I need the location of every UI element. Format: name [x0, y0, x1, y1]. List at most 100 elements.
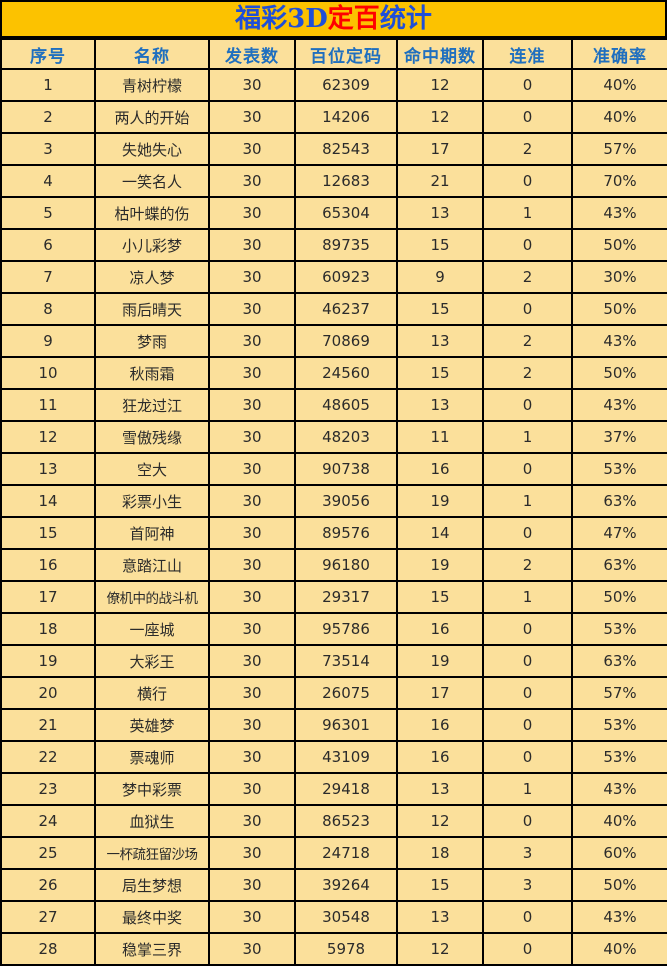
cell-sequence: 27: [0, 900, 96, 934]
cell-sequence: 13: [0, 452, 96, 486]
cell-streak: 0: [482, 676, 573, 710]
table-row[interactable]: 14 彩票小生 30 39056 19 1 63%: [0, 484, 667, 518]
cell-rate: 43%: [571, 772, 667, 806]
table-row[interactable]: 16 意踏江山 30 96180 19 2 63%: [0, 548, 667, 582]
cell-name: 雨后晴天: [94, 292, 210, 326]
table-row[interactable]: 19 大彩王 30 73514 19 0 63%: [0, 644, 667, 678]
cell-posts: 30: [208, 932, 296, 966]
cell-rate: 53%: [571, 708, 667, 742]
cell-streak: 2: [482, 356, 573, 390]
cell-posts: 30: [208, 228, 296, 262]
cell-code: 29317: [294, 580, 398, 614]
column-header-rate[interactable]: 准确率: [571, 38, 667, 70]
table-row[interactable]: 2 两人的开始 30 14206 12 0 40%: [0, 100, 667, 134]
table-row[interactable]: 26 局生梦想 30 39264 15 3 50%: [0, 868, 667, 902]
cell-code: 96180: [294, 548, 398, 582]
table-row[interactable]: 12 雪傲残缘 30 48203 11 1 37%: [0, 420, 667, 454]
column-header-code[interactable]: 百位定码: [294, 38, 398, 70]
cell-hits: 12: [396, 932, 484, 966]
table-row[interactable]: 13 空大 30 90738 16 0 53%: [0, 452, 667, 486]
cell-rate: 43%: [571, 324, 667, 358]
table-row[interactable]: 9 梦雨 30 70869 13 2 43%: [0, 324, 667, 358]
cell-posts: 30: [208, 324, 296, 358]
cell-posts: 30: [208, 292, 296, 326]
table-row[interactable]: 28 稳掌三界 30 5978 12 0 40%: [0, 932, 667, 966]
table-row[interactable]: 22 票魂师 30 43109 16 0 53%: [0, 740, 667, 774]
table-row[interactable]: 3 失她失心 30 82543 17 2 57%: [0, 132, 667, 166]
cell-rate: 63%: [571, 644, 667, 678]
cell-name: 一杯疏狂留沙场: [94, 836, 210, 870]
column-header-name[interactable]: 名称: [94, 38, 210, 70]
column-header-sequence[interactable]: 序号: [0, 38, 96, 70]
cell-posts: 30: [208, 644, 296, 678]
cell-posts: 30: [208, 420, 296, 454]
cell-name: 一笑名人: [94, 164, 210, 198]
cell-streak: 3: [482, 836, 573, 870]
table-row[interactable]: 5 枯叶蝶的伤 30 65304 13 1 43%: [0, 196, 667, 230]
table-row[interactable]: 24 血狱生 30 86523 12 0 40%: [0, 804, 667, 838]
cell-code: 96301: [294, 708, 398, 742]
cell-posts: 30: [208, 356, 296, 390]
cell-code: 12683: [294, 164, 398, 198]
cell-name: 意踏江山: [94, 548, 210, 582]
column-header-posts[interactable]: 发表数: [208, 38, 296, 70]
table-row[interactable]: 4 一笑名人 30 12683 21 0 70%: [0, 164, 667, 198]
cell-sequence: 15: [0, 516, 96, 550]
cell-posts: 30: [208, 580, 296, 614]
cell-hits: 14: [396, 516, 484, 550]
table-row[interactable]: 8 雨后晴天 30 46237 15 0 50%: [0, 292, 667, 326]
table-row[interactable]: 10 秋雨霜 30 24560 15 2 50%: [0, 356, 667, 390]
cell-sequence: 2: [0, 100, 96, 134]
table-row[interactable]: 15 首阿神 30 89576 14 0 47%: [0, 516, 667, 550]
cell-code: 24718: [294, 836, 398, 870]
table-row[interactable]: 7 凉人梦 30 60923 9 2 30%: [0, 260, 667, 294]
cell-streak: 0: [482, 68, 573, 102]
cell-code: 89576: [294, 516, 398, 550]
column-header-streak[interactable]: 连准: [482, 38, 573, 70]
cell-code: 39264: [294, 868, 398, 902]
table-row[interactable]: 1 青树柠檬 30 62309 12 0 40%: [0, 68, 667, 102]
cell-streak: 0: [482, 292, 573, 326]
cell-hits: 15: [396, 580, 484, 614]
cell-streak: 0: [482, 708, 573, 742]
cell-sequence: 21: [0, 708, 96, 742]
cell-posts: 30: [208, 548, 296, 582]
cell-rate: 70%: [571, 164, 667, 198]
cell-rate: 50%: [571, 356, 667, 390]
table-row[interactable]: 17 僚机中的战斗机 30 29317 15 1 50%: [0, 580, 667, 614]
cell-name: 一座城: [94, 612, 210, 646]
table-row[interactable]: 18 一座城 30 95786 16 0 53%: [0, 612, 667, 646]
column-header-hits[interactable]: 命中期数: [396, 38, 484, 70]
cell-rate: 47%: [571, 516, 667, 550]
cell-hits: 16: [396, 612, 484, 646]
cell-code: 62309: [294, 68, 398, 102]
cell-rate: 63%: [571, 548, 667, 582]
cell-hits: 16: [396, 452, 484, 486]
cell-name: 首阿神: [94, 516, 210, 550]
cell-name: 最终中奖: [94, 900, 210, 934]
cell-sequence: 20: [0, 676, 96, 710]
cell-sequence: 9: [0, 324, 96, 358]
table-row[interactable]: 25 一杯疏狂留沙场 30 24718 18 3 60%: [0, 836, 667, 870]
cell-name: 血狱生: [94, 804, 210, 838]
cell-posts: 30: [208, 868, 296, 902]
cell-streak: 0: [482, 740, 573, 774]
table-row[interactable]: 27 最终中奖 30 30548 13 0 43%: [0, 900, 667, 934]
cell-name: 梦雨: [94, 324, 210, 358]
table-row[interactable]: 6 小儿彩梦 30 89735 15 0 50%: [0, 228, 667, 262]
cell-sequence: 11: [0, 388, 96, 422]
cell-streak: 2: [482, 132, 573, 166]
cell-posts: 30: [208, 708, 296, 742]
cell-posts: 30: [208, 132, 296, 166]
table-row[interactable]: 23 梦中彩票 30 29418 13 1 43%: [0, 772, 667, 806]
cell-hits: 16: [396, 708, 484, 742]
cell-streak: 1: [482, 772, 573, 806]
cell-posts: 30: [208, 740, 296, 774]
table-row[interactable]: 11 狂龙过江 30 48605 13 0 43%: [0, 388, 667, 422]
cell-sequence: 12: [0, 420, 96, 454]
table-row[interactable]: 20 横行 30 26075 17 0 57%: [0, 676, 667, 710]
cell-posts: 30: [208, 484, 296, 518]
table-row[interactable]: 21 英雄梦 30 96301 16 0 53%: [0, 708, 667, 742]
cell-sequence: 5: [0, 196, 96, 230]
